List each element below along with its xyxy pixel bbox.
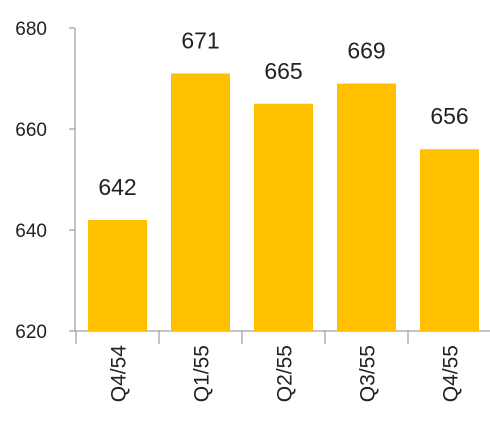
- bars: [88, 73, 479, 331]
- data-label: 642: [98, 174, 136, 200]
- category-label: Q4/54: [108, 345, 131, 403]
- y-tick-label: 660: [15, 120, 47, 141]
- y-tick-label: 620: [15, 322, 47, 343]
- data-label: 671: [181, 27, 219, 53]
- y-ticks: 620 640 660 680: [15, 19, 75, 343]
- bar-Q4-55: [420, 149, 479, 331]
- bar-Q1-55: [171, 73, 230, 331]
- category-label: Q4/55: [440, 345, 463, 402]
- category-label: Q1/55: [191, 345, 214, 402]
- x-ticks: [75, 331, 409, 344]
- data-labels: 642 671 665 669 656: [98, 27, 468, 199]
- y-tick-label: 640: [15, 221, 47, 242]
- data-label: 656: [430, 103, 468, 129]
- bar-Q2-55: [254, 103, 313, 331]
- category-label: Q3/55: [357, 345, 380, 402]
- data-label: 665: [264, 58, 302, 84]
- bar-Q4-54: [88, 219, 147, 331]
- bar-Q3-55: [337, 83, 396, 331]
- category-label: Q2/55: [274, 345, 297, 402]
- category-labels: Q4/54 Q1/55 Q2/55 Q3/55 Q4/55: [108, 345, 463, 403]
- data-label: 669: [347, 38, 385, 64]
- y-tick-label: 680: [15, 19, 47, 40]
